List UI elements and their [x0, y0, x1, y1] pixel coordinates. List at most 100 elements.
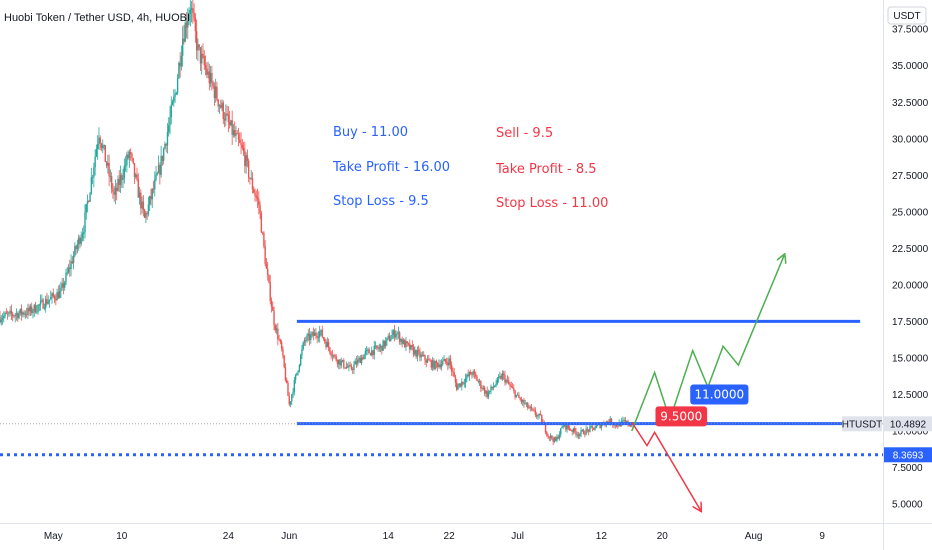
candle-body: [443, 358, 445, 361]
bullish-projection-arrow[interactable]: [631, 256, 784, 432]
candle-body: [312, 332, 315, 336]
candle-body: [156, 173, 159, 175]
candle-body: [112, 188, 114, 192]
candle-body: [129, 151, 132, 154]
candle-body: [194, 17, 197, 32]
candle-body: [396, 333, 398, 335]
candle-body: [187, 20, 189, 28]
time-axis[interactable]: May 10 24 Jun 14 22 Jul 12 20 Aug 9: [44, 531, 825, 542]
price-tag-box[interactable]: [690, 384, 749, 405]
candle-body: [48, 299, 51, 302]
candle-body: [155, 174, 157, 180]
candle-body: [482, 387, 485, 389]
candle-body: [116, 187, 118, 191]
candle-body: [293, 380, 296, 393]
candle-body: [344, 367, 346, 369]
candle-body: [29, 306, 32, 312]
candle-body: [336, 360, 339, 365]
candle-body: [547, 435, 549, 437]
candle-body: [553, 437, 556, 442]
price-tick-label: 37.5000: [892, 25, 929, 36]
candle-body: [508, 380, 510, 384]
candle-body: [510, 385, 512, 387]
candle-body: [277, 328, 279, 340]
candle-body: [37, 305, 39, 312]
candle-body: [221, 102, 223, 108]
candle-body: [145, 213, 147, 218]
candle-body: [429, 360, 431, 362]
bearish-projection-arrow[interactable]: [631, 421, 701, 510]
candle-body: [412, 346, 415, 355]
candle-body: [388, 336, 391, 342]
candle-body: [143, 209, 146, 218]
candle-body: [587, 429, 590, 432]
candle-body: [114, 187, 117, 195]
candle-body: [462, 381, 464, 384]
candle-body: [74, 246, 76, 256]
candle-body: [70, 261, 72, 269]
candle-body: [401, 339, 403, 344]
time-tick-label: Aug: [745, 531, 763, 542]
candle-body: [528, 407, 530, 409]
time-tick-label: 24: [223, 531, 235, 542]
candle-body: [202, 53, 204, 56]
candle-body: [217, 99, 219, 107]
price-tick-label: 30.0000: [892, 134, 929, 145]
candle-body: [164, 143, 166, 149]
price-tag-box[interactable]: [655, 406, 708, 427]
candle-body: [345, 366, 348, 369]
candle-body: [521, 400, 524, 402]
candle-body: [487, 392, 490, 398]
price-tick-label: 5.0000: [892, 500, 923, 511]
candle-body: [209, 72, 212, 84]
candle-body: [452, 371, 454, 373]
levels-layer: [0, 319, 883, 457]
candle-body: [579, 433, 581, 437]
candle-body: [22, 312, 24, 315]
candle-body: [175, 92, 178, 95]
candle-body: [33, 304, 35, 312]
candle-body: [91, 176, 94, 178]
candle-body: [557, 436, 559, 439]
candle-body: [53, 296, 56, 300]
candle-body: [270, 300, 273, 307]
candle-body: [466, 374, 468, 379]
candle-body: [584, 434, 586, 435]
candle-body: [140, 192, 142, 209]
candle-body: [461, 381, 463, 387]
candle-body: [387, 336, 389, 338]
candle-body: [256, 197, 259, 200]
price-tags-layer: 11.0000 9.5000: [655, 384, 749, 427]
candle-body: [185, 22, 188, 28]
candle-body: [530, 406, 533, 409]
candle-body: [95, 149, 98, 157]
candle-body: [189, 9, 192, 14]
currency-label[interactable]: USDT: [887, 6, 927, 25]
candle-body: [529, 406, 532, 409]
marked-price-tag: 8.3693: [884, 447, 932, 463]
candle-body: [103, 145, 105, 146]
projection-layer: [631, 256, 784, 510]
candle-body: [409, 343, 411, 350]
candle-body: [64, 282, 66, 288]
currency-label-text: USDT: [893, 11, 920, 22]
candle-body: [138, 192, 141, 198]
candle-body: [436, 363, 439, 368]
candle-body: [17, 313, 19, 319]
candle-body: [218, 105, 221, 107]
price-axis[interactable]: 5.0000 7.5000 10.0000 12.5000 15.0000 17.5000…: [892, 25, 929, 511]
candle-body: [415, 349, 417, 357]
candle-body: [524, 403, 526, 405]
candle-body: [321, 329, 323, 338]
candle-body: [231, 120, 233, 135]
candle-body: [308, 333, 311, 340]
candle-body: [28, 307, 30, 312]
candle-body: [499, 375, 501, 378]
candle-body: [351, 369, 354, 371]
candle-body: [274, 325, 277, 331]
candle-body: [275, 328, 278, 331]
candle-body: [242, 147, 245, 152]
time-tick-label: 9: [819, 531, 825, 542]
